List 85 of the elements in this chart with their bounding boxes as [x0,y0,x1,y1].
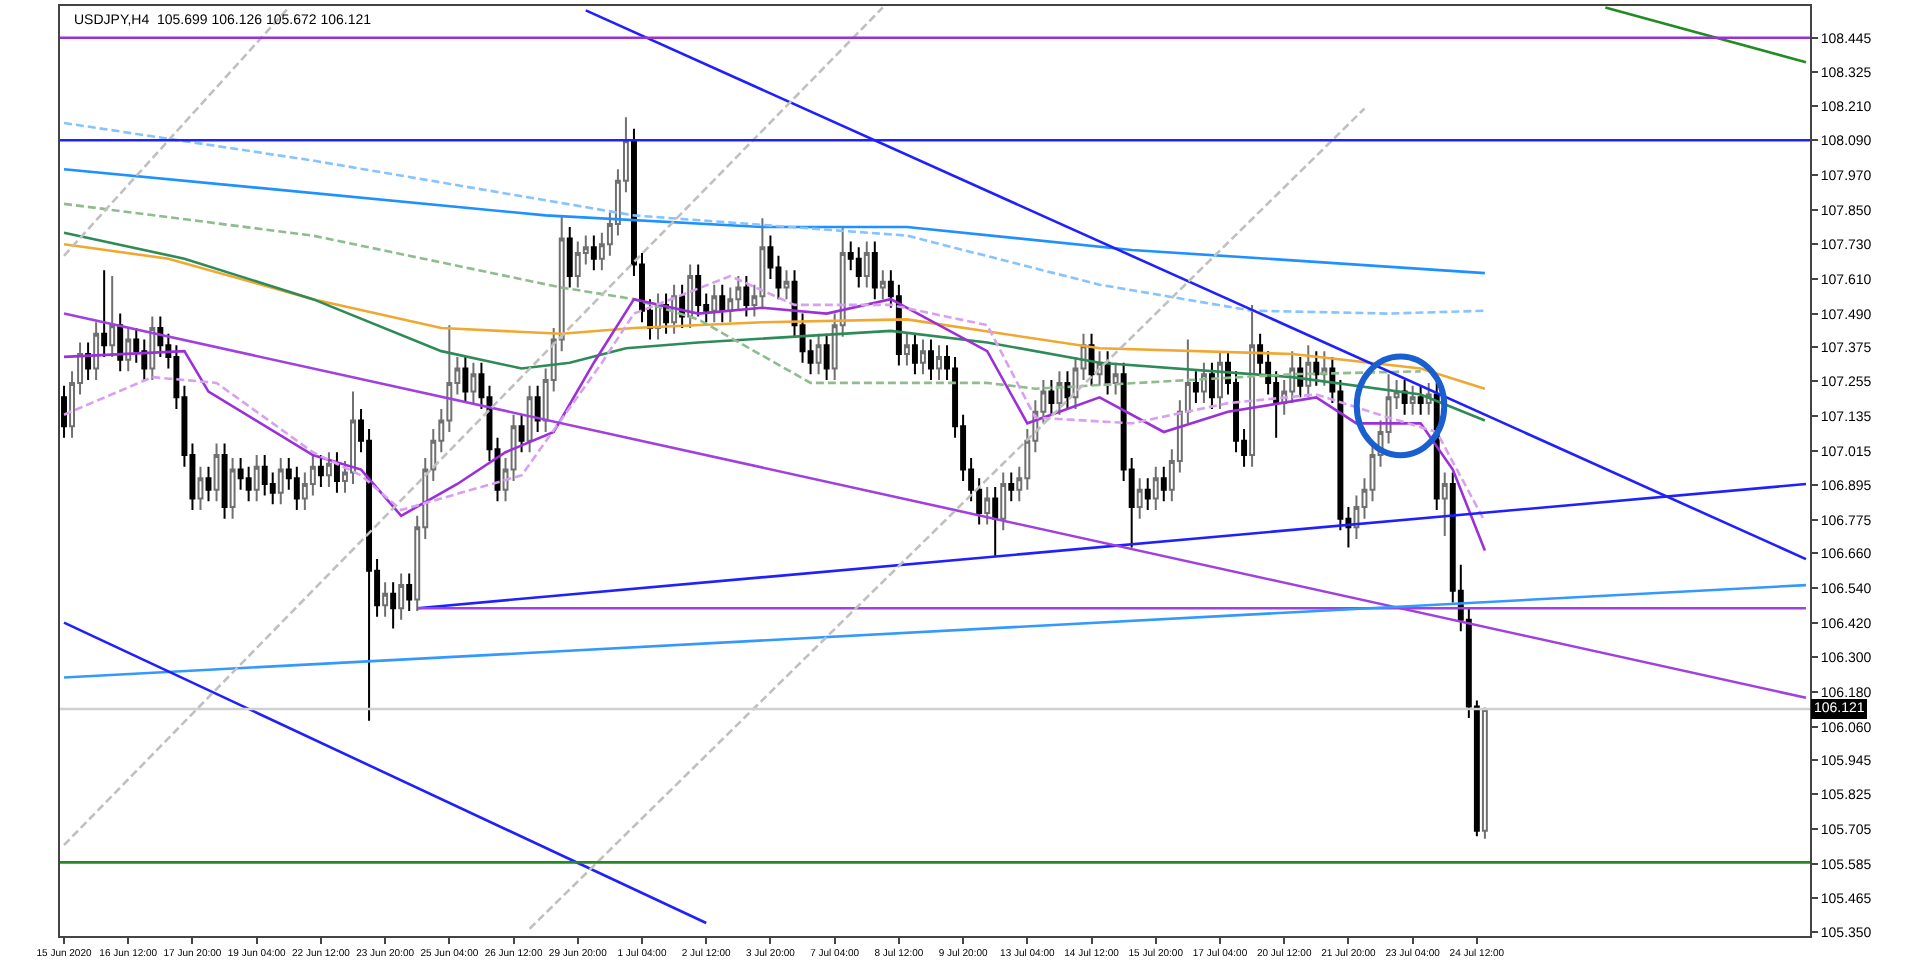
candlestick [936,344,942,382]
candlestick [928,338,934,382]
candlestick [197,465,204,511]
candlestick [1217,350,1223,410]
candlestick [1313,350,1320,387]
candlestick [903,332,910,367]
line-series [62,274,1487,523]
candlestick [1112,361,1119,396]
candlestick [855,246,862,289]
candlestick [534,384,541,433]
candlestick [1409,384,1416,416]
candlestick [93,321,100,382]
candlestick [85,341,92,382]
candlestick [1192,370,1199,405]
candlestick [815,332,822,376]
candlestick [205,465,212,503]
candlestick [1441,471,1448,537]
candlestick [1481,707,1488,840]
candlestick [1008,471,1015,503]
candlestick [911,332,918,376]
candlestick [1000,471,1007,532]
candlestick [526,384,533,454]
line-series [62,167,1487,275]
candlestick [1184,338,1191,425]
candlestick [325,451,332,488]
line-series [62,297,1487,552]
candlestick [1064,370,1071,410]
line-series [62,231,1487,422]
line-series [62,121,1487,315]
candlestick [695,263,702,318]
candlestick [1417,384,1424,416]
line-series [62,202,1422,390]
candlestick [783,269,790,301]
candlestick [518,413,525,454]
candlestick [221,442,228,520]
candlestick [1321,350,1328,387]
candlestick [229,457,236,520]
candlestick [277,457,284,506]
candlestick [61,384,67,439]
candlestick [1144,477,1151,511]
candlestick [1200,361,1207,405]
candlestick [253,454,260,503]
candlestick [398,572,405,621]
line-series [62,242,1487,390]
candlestick [711,283,718,324]
candlestick [759,217,766,309]
candlestick [470,361,477,405]
candlestick [1104,350,1111,396]
candlestick [109,275,116,358]
candlestick [863,240,870,289]
candlestick [382,581,389,618]
candlestick [141,338,148,382]
candlestick [125,327,132,373]
candlestick [390,581,397,630]
candlestick [1152,465,1159,511]
candlestick [590,234,597,272]
candlestick [213,442,220,503]
candlestick [406,572,413,613]
candlestick [1056,370,1063,416]
candlestick [1401,379,1408,416]
candlestick [984,485,991,526]
candlestick [992,485,999,558]
candlestick [462,355,469,405]
candlestick [261,454,268,497]
candlestick [293,465,300,511]
candlestick [333,451,340,494]
candlestick [1208,361,1215,410]
candlestick [920,338,926,376]
candlestick [879,269,886,301]
candlestick [976,477,983,526]
candlestick [871,240,878,301]
candlestick [743,275,750,318]
candlestick [823,332,830,382]
candlestick [101,269,108,358]
candlestick [1136,477,1143,520]
candlestick [317,454,324,488]
candlestick [350,390,356,485]
candlestick [1249,303,1256,468]
candlestick [687,263,694,330]
candlestick [719,283,726,324]
candlestick [574,240,581,289]
candlestick [245,465,252,503]
candlestick [1048,379,1055,416]
candlestick [566,225,573,289]
candlestick [1160,465,1167,503]
